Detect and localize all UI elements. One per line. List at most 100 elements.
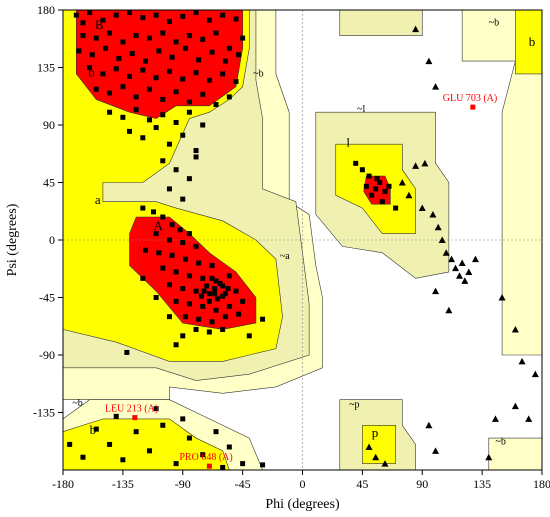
residue-point	[140, 135, 146, 141]
residue-point	[153, 125, 159, 131]
residue-point	[180, 196, 186, 202]
residue-point	[169, 54, 175, 60]
residue-point	[173, 298, 179, 304]
residue-point	[133, 33, 139, 39]
residue-point	[180, 76, 186, 82]
residue-point	[142, 58, 148, 64]
residue-point	[173, 119, 179, 125]
residue-point	[240, 35, 246, 41]
outlier-point	[206, 463, 212, 469]
residue-point	[196, 57, 202, 63]
residue-point	[173, 167, 179, 173]
x-axis-label: Phi (degrees)	[265, 497, 340, 512]
region-label: A	[153, 218, 163, 233]
residue-point	[87, 65, 93, 70]
residue-point	[206, 329, 212, 335]
glycine-point	[511, 325, 519, 333]
residue-point	[173, 89, 179, 95]
residue-point	[140, 275, 146, 281]
residue-point	[373, 186, 379, 192]
residue-point	[160, 30, 166, 36]
region-label: b	[90, 422, 97, 437]
residue-point	[386, 183, 392, 189]
residue-point	[220, 464, 226, 470]
residue-point	[353, 160, 359, 166]
glycine-point	[491, 415, 499, 422]
residue-point	[180, 13, 186, 19]
y-tick-label: 0	[49, 233, 55, 247]
region-label: ~b	[253, 68, 263, 79]
residue-point	[87, 10, 93, 16]
x-tick-label: 0	[300, 477, 306, 491]
residue-point	[153, 231, 159, 237]
residue-point	[186, 301, 192, 307]
residue-point	[93, 86, 99, 92]
y-tick-label: 180	[37, 3, 55, 17]
residue-point	[177, 227, 183, 233]
residue-point	[212, 286, 218, 292]
residue-point	[113, 12, 119, 18]
residue-point	[233, 16, 239, 22]
y-tick-label: 45	[43, 176, 55, 190]
residue-point	[359, 167, 365, 173]
residue-point	[146, 86, 152, 92]
glycine-point	[458, 259, 466, 266]
residue-point	[226, 303, 232, 309]
residue-point	[160, 265, 166, 271]
residue-point	[107, 90, 113, 96]
residue-point	[193, 148, 199, 154]
residue-point	[93, 426, 99, 432]
residue-point	[173, 342, 179, 348]
region-label: ~p	[349, 399, 359, 410]
residue-point	[169, 252, 175, 258]
residue-point	[209, 263, 215, 269]
glycine-point	[429, 210, 437, 218]
residue-point	[374, 176, 380, 182]
residue-point	[193, 70, 199, 76]
residue-point	[146, 448, 152, 454]
residue-point	[120, 114, 126, 120]
residue-point	[220, 293, 226, 299]
residue-point	[107, 441, 113, 447]
plot-regions	[62, 9, 543, 471]
region-label: a	[95, 192, 101, 207]
residue-point	[246, 333, 252, 339]
residue-point	[100, 17, 106, 23]
outlier-label: GLU 703 (A)	[443, 93, 497, 104]
glycine-point	[412, 25, 420, 33]
glycine-point	[442, 249, 450, 256]
residue-point	[220, 283, 226, 289]
residue-point	[180, 132, 186, 138]
residue-point	[124, 349, 130, 355]
residue-point	[209, 275, 215, 281]
residue-point	[193, 326, 199, 332]
residue-point	[226, 273, 232, 279]
x-tick-label: -90	[175, 477, 191, 491]
residue-point	[200, 122, 206, 128]
glycine-point	[432, 83, 440, 90]
glycine-point	[531, 370, 539, 378]
residue-point	[142, 247, 148, 253]
glycine-point	[405, 191, 413, 199]
residue-point	[213, 307, 219, 313]
residue-point	[160, 214, 166, 220]
residue-point	[226, 45, 232, 51]
x-tick-label: 135	[473, 477, 491, 491]
region-allowed-p	[362, 424, 396, 464]
residue-point	[366, 173, 372, 179]
glycine-point	[471, 255, 479, 263]
region-label: ~l	[357, 104, 365, 115]
residue-point	[166, 314, 172, 320]
residue-point	[363, 183, 369, 189]
residue-point	[107, 30, 113, 36]
residue-point	[240, 461, 246, 467]
residue-point	[186, 99, 192, 105]
residue-point	[206, 291, 212, 297]
residue-point	[107, 109, 113, 115]
residue-point	[166, 282, 172, 288]
residue-point	[200, 91, 206, 97]
glycine-point	[372, 453, 380, 461]
residue-point	[222, 314, 228, 320]
region-label: B	[95, 17, 104, 32]
